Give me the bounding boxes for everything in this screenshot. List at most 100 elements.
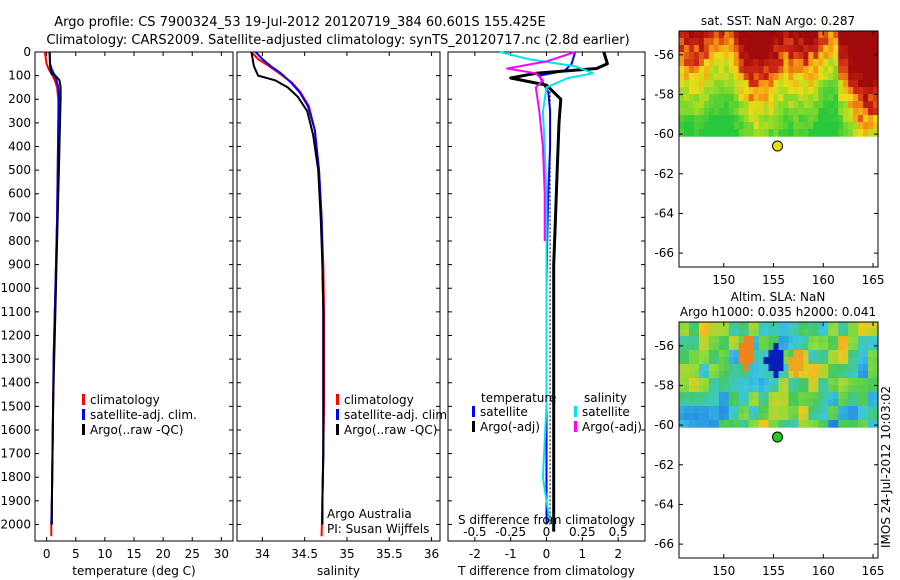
map-xtick-label: 160 (812, 564, 835, 578)
sla-map-heat-cell (728, 322, 735, 330)
sst-map-heat-cell (703, 38, 710, 46)
sst-map-heat-cell (873, 66, 879, 74)
sla-map-heat-cell (758, 357, 765, 365)
sla-map-heat-cell (858, 392, 864, 400)
sst-map-heat-cell (763, 94, 770, 102)
sla-map-heat-cell (758, 371, 765, 379)
sla-map-heat-cell (818, 371, 824, 379)
sla-map-heat-cell (768, 350, 775, 358)
sla-map-heat-cell (838, 378, 844, 386)
sla-map-heat-cell (708, 420, 715, 428)
sla-map-heat-cell (803, 378, 809, 386)
xtick-label: 25 (185, 547, 200, 561)
sla-map-heat-cell (798, 329, 804, 337)
sla-map-heat-cell (758, 343, 765, 351)
sla-map-heat-cell (683, 343, 690, 351)
sla-map-heat-cell (798, 378, 804, 386)
sst-map-heat-cell (753, 59, 760, 67)
sla-map-heat-cell (708, 336, 715, 344)
sst-map-heat-cell (763, 59, 770, 67)
sla-map-heat-cell (823, 336, 829, 344)
sla-map-heat-cell (838, 343, 844, 351)
sst-map-heat-cell (813, 122, 819, 130)
sst-map-heat-cell (853, 87, 859, 95)
sla-map-heat-cell (793, 343, 799, 351)
sst-map-heat-cell (758, 122, 765, 130)
sla-map-heat-cell (788, 392, 795, 400)
sla-map-heat-cell (713, 322, 720, 330)
sst-map-heat-cell (833, 94, 839, 102)
sla-map-heat-cell (853, 329, 859, 337)
sla-map-heat-cell (778, 378, 785, 386)
sla-map-heat-cell (798, 336, 804, 344)
sst-map-heat-cell (803, 87, 809, 95)
map-ytick-label: -64 (654, 497, 674, 511)
sla-map-heat-cell (843, 399, 849, 407)
sst-map-heat-cell (713, 108, 720, 116)
sla-map-heat-cell (778, 322, 785, 330)
sst-map-heat-cell (808, 52, 814, 60)
sla-map-heat-cell (679, 378, 685, 386)
sst-map-heat-cell (753, 101, 760, 109)
sla-map-heat-cell (858, 322, 864, 330)
xtick-label: 34 (255, 547, 270, 561)
sla-map-heat-cell (793, 399, 799, 407)
sst-map-heat-cell (693, 45, 700, 53)
sla-map-heat-cell (828, 399, 834, 407)
sst-map-heat-cell (763, 66, 770, 74)
sla-map-heat-cell (808, 420, 814, 428)
sla-map-heat-cell (679, 420, 685, 428)
difference-legend-salinity-title: salinity (584, 391, 627, 405)
sla-map-heat-cell (848, 378, 854, 386)
map-ytick-label: -64 (654, 206, 674, 220)
sst-map-heat-cell (733, 94, 740, 102)
sst-map-heat-cell (748, 59, 755, 67)
sla-map-heat-cell (679, 322, 685, 330)
timestamp-stamp: IMOS 24-Jul-2012 10:03:02 (879, 386, 893, 548)
sla-map-heat-cell (683, 378, 690, 386)
sla-map-heat-cell (753, 392, 760, 400)
sst-map-heat-cell (698, 87, 705, 95)
sla-map-heat-cell (808, 399, 814, 407)
sst-map-heat-cell (688, 80, 695, 88)
sla-map-heat-cell (718, 413, 725, 421)
sst-map-heat-cell (818, 52, 824, 60)
sst-map-heat-cell (863, 38, 869, 46)
sst-map-heat-cell (723, 87, 730, 95)
sst-map-heat-cell (713, 101, 720, 109)
sst-map-heat-cell (863, 52, 869, 60)
sla-map-heat-cell (753, 385, 760, 393)
sst-map-heat-cell (823, 115, 829, 123)
sla-map-heat-cell (808, 371, 814, 379)
sla-map-heat-cell (723, 371, 730, 379)
sst-map-heat-cell (803, 38, 809, 46)
sst-map-heat-cell (773, 31, 780, 39)
sst-map-heat-cell (743, 122, 750, 130)
sst-map-heat-cell (788, 115, 795, 123)
sst-map-heat-cell (763, 108, 770, 116)
sla-map-heat-cell (679, 406, 685, 414)
sla-map-heat-cell (743, 420, 750, 428)
sla-map-heat-cell (833, 420, 839, 428)
map-ytick-label: -56 (654, 48, 674, 62)
sla-map-heat-cell (783, 329, 790, 337)
sla-map-heat-cell (838, 392, 844, 400)
sla-map-heat-cell (718, 357, 725, 365)
sla-map-heat-cell (693, 357, 700, 365)
sla-map-heat-cell (823, 357, 829, 365)
sst-map-heat-cell (738, 66, 745, 74)
sst-map-heat-cell (708, 66, 715, 74)
sst-map-heat-cell (728, 101, 735, 109)
sst-map-heat-cell (843, 38, 849, 46)
sla-map-heat-cell (698, 406, 705, 414)
sla-map-heat-cell (738, 336, 745, 344)
map-xtick-label: 165 (862, 273, 885, 287)
sla-map-heat-cell (863, 371, 869, 379)
sla-map-heat-cell (753, 322, 760, 330)
sst-map-heat-cell (823, 59, 829, 67)
sla-map-heat-cell (858, 350, 864, 358)
sst-map-heat-cell (723, 80, 730, 88)
sla-map-heat-cell (868, 357, 874, 365)
sla-map-heat-cell (768, 329, 775, 337)
xtick-label: 20 (155, 547, 170, 561)
